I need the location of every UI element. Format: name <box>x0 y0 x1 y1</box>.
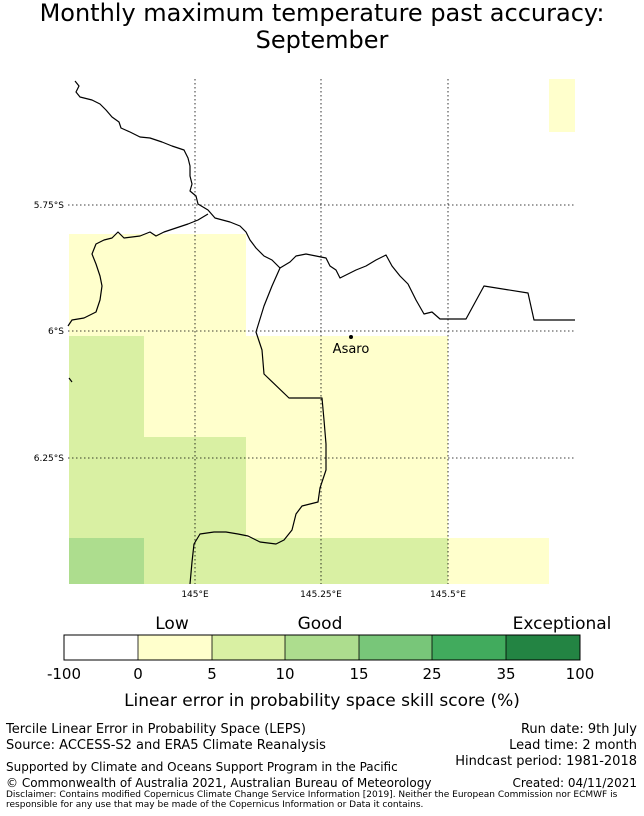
legend-category-low: Low <box>155 614 189 634</box>
disclaimer-text: Disclaimer: Contains modified Copernicus… <box>6 790 618 810</box>
coastline <box>67 80 575 585</box>
graticule <box>68 79 575 584</box>
grid-cell <box>246 336 448 538</box>
colorbar-segment <box>432 635 506 660</box>
chart-title: Monthly maximum temperature past accurac… <box>0 0 644 54</box>
legend-category-exceptional: Exceptional <box>513 614 612 634</box>
run-date-text: Run date: 9th July <box>520 722 637 737</box>
created-text: Created: 04/11/2021 <box>512 776 637 790</box>
grid-cell <box>448 538 549 584</box>
colorbar-tick-label: 5 <box>207 665 217 683</box>
title-line-1: Monthly maximum temperature past accurac… <box>39 0 605 27</box>
colorbar-tick-label: 35 <box>496 665 515 683</box>
colorbar-segment <box>285 635 359 660</box>
copyright-text: © Commonwealth of Australia 2021, Austra… <box>6 776 432 790</box>
colorbar-tick-label: 10 <box>275 665 294 683</box>
lat-label: 6°S <box>48 327 64 337</box>
hindcast-text: Hindcast period: 1981-2018 <box>455 754 637 769</box>
lon-label: 145°E <box>181 590 209 600</box>
grid-cell <box>549 79 575 132</box>
grid-cell <box>69 234 246 336</box>
footer-support: Supported by Climate and Oceans Support … <box>6 760 398 775</box>
colorbar-tick-label: 15 <box>349 665 368 683</box>
colorbar-segment <box>212 635 285 660</box>
colorbar-segment <box>64 635 138 660</box>
grid-cell <box>144 538 448 584</box>
place-label: Asaro <box>333 342 370 357</box>
lon-label: 145.5°E <box>430 590 466 600</box>
title-line-2: September <box>255 26 389 54</box>
legend-category-good: Good <box>298 614 343 634</box>
grid-cell <box>69 538 144 584</box>
lat-label: 6.25°S <box>34 454 65 464</box>
colorbar-tick-label: 25 <box>422 665 441 683</box>
lon-label: 145.25°E <box>300 590 342 600</box>
colorbar-tick-label: -100 <box>47 665 81 683</box>
source-text: Source: ACCESS-S2 and ERA5 Climate Reana… <box>6 738 326 753</box>
colorbar-tick-label: 100 <box>566 665 595 683</box>
colorbar-axis-label: Linear error in probability space skill … <box>124 691 520 711</box>
colorbar-tick-label: 0 <box>133 665 143 683</box>
lat-label: 5.75°S <box>34 201 65 211</box>
footer-copyright: © Commonwealth of Australia 2021, Austra… <box>6 776 431 791</box>
lead-time-text: Lead time: 2 month <box>509 738 637 753</box>
footer-right: Run date: 9th July Lead time: 2 month Hi… <box>455 722 637 770</box>
colorbar-segment <box>506 635 580 660</box>
support-text: Supported by Climate and Oceans Support … <box>6 760 398 774</box>
grid-cell <box>69 336 144 538</box>
footer-created: Created: 04/11/2021 <box>512 776 637 791</box>
colorbar-segment <box>359 635 432 660</box>
skill-grid <box>69 79 575 584</box>
footer-left: Tercile Linear Error in Probability Spac… <box>6 722 326 754</box>
location-marker-icon <box>349 335 353 339</box>
method-text: Tercile Linear Error in Probability Spac… <box>6 722 306 737</box>
legend: Low Good Exceptional -100 0 5 10 15 25 3… <box>47 614 611 711</box>
colorbar-segment <box>138 635 212 660</box>
colorbar-frame <box>63 634 581 661</box>
